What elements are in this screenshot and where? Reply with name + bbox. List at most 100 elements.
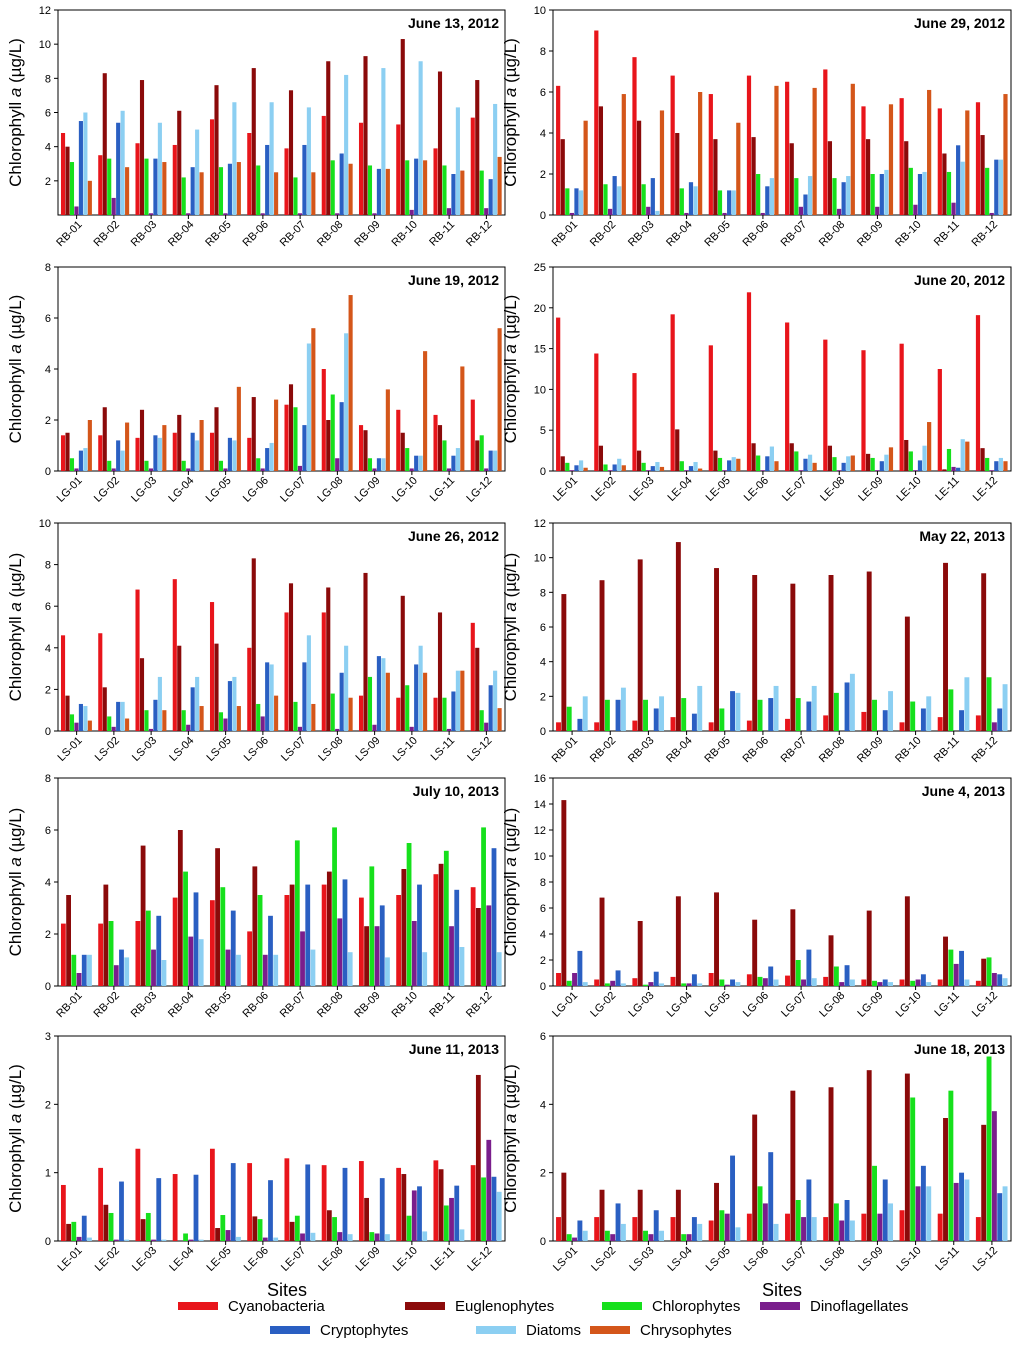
bar [632, 1217, 638, 1241]
bar [153, 158, 158, 216]
bar [148, 213, 153, 215]
bar [83, 706, 88, 731]
bar [116, 440, 121, 471]
y-tick-label: 2 [45, 684, 51, 696]
bar [186, 213, 191, 215]
plot-frame [552, 777, 1012, 987]
bar [870, 457, 875, 471]
bar [446, 728, 451, 731]
bar [806, 1179, 812, 1241]
bar [981, 958, 987, 986]
bar [385, 389, 390, 471]
bar [899, 98, 904, 215]
bar [646, 206, 651, 215]
x-tick-label: LS-11 [933, 1245, 962, 1274]
bar [251, 397, 256, 471]
bar [423, 672, 428, 731]
bar [922, 171, 927, 215]
bar [684, 212, 689, 215]
bar [252, 866, 258, 986]
bar [980, 448, 985, 471]
bar [708, 345, 713, 471]
bar [926, 982, 932, 986]
bar [717, 457, 723, 471]
panel-title: June 13, 2012 [408, 15, 499, 31]
bar [757, 976, 763, 986]
bar [172, 897, 178, 986]
x-tick-label: LS-11 [429, 735, 458, 764]
bar [899, 979, 905, 986]
bar [438, 863, 444, 986]
bar [964, 1179, 970, 1241]
bar [577, 718, 583, 731]
bar [569, 470, 574, 471]
bar [321, 884, 327, 986]
bar [406, 843, 412, 986]
y-axis-label: Chlorophyll a (µg/L) [501, 38, 520, 187]
bar [681, 698, 687, 731]
y-axis-label: Chlorophyll a (µg/L) [6, 295, 25, 444]
bar [139, 80, 145, 215]
bar [140, 1219, 146, 1241]
bar [594, 30, 599, 215]
bar [209, 119, 215, 215]
bar [583, 467, 588, 471]
bar [87, 954, 92, 986]
bar [74, 722, 79, 731]
bar [714, 892, 719, 986]
bar [190, 167, 195, 215]
bar [937, 979, 943, 986]
bar [798, 470, 803, 471]
bar [746, 1213, 752, 1241]
bar [284, 1158, 290, 1241]
bar [959, 950, 965, 986]
y-tick-label: 0 [540, 726, 546, 738]
bar [727, 460, 732, 471]
bar [850, 83, 855, 215]
bar [806, 701, 812, 731]
bar [367, 458, 373, 471]
bar [60, 435, 66, 471]
legend-item: Chlorophytes [602, 1298, 740, 1315]
bar [188, 1239, 194, 1241]
bar [437, 425, 443, 471]
bar [594, 979, 600, 986]
bar [396, 124, 401, 215]
bar [251, 558, 256, 731]
bar [120, 450, 125, 471]
bar [888, 1203, 894, 1241]
bar [193, 892, 199, 986]
x-tick-label: LS-05 [704, 1245, 733, 1274]
bar [459, 1229, 465, 1241]
x-tick-label: RB-10 [389, 219, 420, 250]
bar [566, 1234, 572, 1241]
bar [273, 954, 279, 986]
bar [670, 976, 676, 986]
bar [78, 450, 83, 471]
bar [849, 979, 855, 986]
bar [433, 414, 438, 471]
x-tick-label: LE-11 [429, 1245, 458, 1274]
bar [730, 1155, 736, 1241]
bar [956, 467, 961, 471]
bar [899, 722, 905, 731]
bar [124, 1239, 130, 1241]
bar [823, 715, 829, 731]
bar [220, 1215, 226, 1241]
bar [752, 919, 758, 986]
bar [330, 693, 335, 731]
legend-label: Cryptophytes [320, 1322, 408, 1339]
bar [1002, 1186, 1008, 1241]
bar [698, 92, 703, 215]
bar [953, 963, 959, 986]
bar [177, 110, 182, 215]
bar [223, 468, 228, 471]
y-tick-label: 6 [45, 601, 51, 613]
bar [604, 699, 610, 731]
y-tick-label: 16 [534, 773, 546, 785]
bar [486, 905, 492, 986]
y-tick-label: 0 [540, 1236, 546, 1248]
bar [975, 980, 981, 986]
y-tick-label: 2 [45, 1099, 51, 1111]
